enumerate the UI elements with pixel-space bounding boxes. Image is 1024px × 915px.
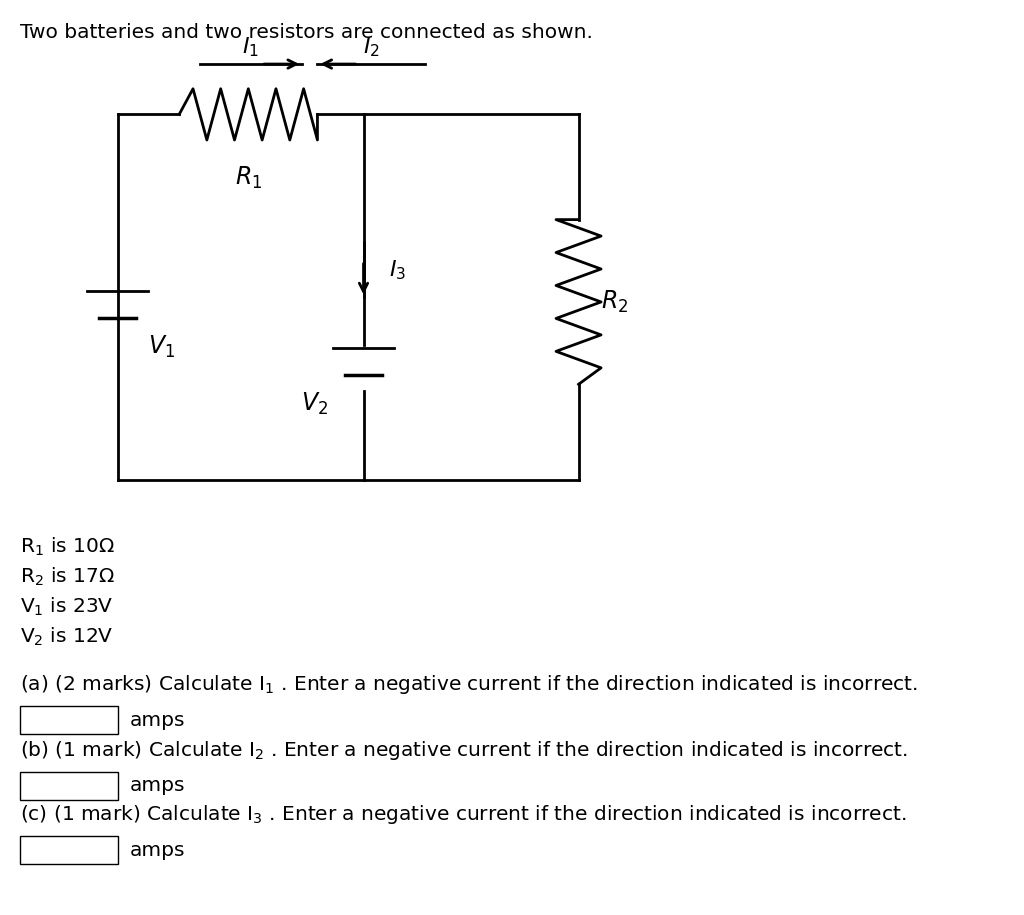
Text: $R_2$: $R_2$ <box>601 289 629 315</box>
Text: amps: amps <box>130 777 185 795</box>
Text: amps: amps <box>130 841 185 859</box>
Text: (b) (1 mark) Calculate I$_2$ . Enter a negative current if the direction indicat: (b) (1 mark) Calculate I$_2$ . Enter a n… <box>20 739 908 762</box>
FancyBboxPatch shape <box>20 836 118 864</box>
Text: (c) (1 mark) Calculate I$_3$ . Enter a negative current if the direction indicat: (c) (1 mark) Calculate I$_3$ . Enter a n… <box>20 803 907 826</box>
Text: Two batteries and two resistors are connected as shown.: Two batteries and two resistors are conn… <box>20 23 593 42</box>
Text: $R_1$: $R_1$ <box>234 165 262 191</box>
Text: $I_3$: $I_3$ <box>389 258 407 282</box>
Text: V$_1$ is 23V: V$_1$ is 23V <box>20 596 114 618</box>
Text: amps: amps <box>130 711 185 729</box>
Text: $V_2$: $V_2$ <box>301 391 328 417</box>
Text: (a) (2 marks) Calculate I$_1$ . Enter a negative current if the direction indica: (a) (2 marks) Calculate I$_1$ . Enter a … <box>20 673 919 695</box>
Text: $V_1$: $V_1$ <box>148 334 175 361</box>
FancyBboxPatch shape <box>20 706 118 734</box>
Text: R$_1$ is 10Ω: R$_1$ is 10Ω <box>20 535 116 557</box>
Text: $I_2$: $I_2$ <box>362 36 380 59</box>
Text: V$_2$ is 12V: V$_2$ is 12V <box>20 626 114 648</box>
Text: $I_1$: $I_1$ <box>243 36 259 59</box>
FancyBboxPatch shape <box>20 772 118 800</box>
Text: R$_2$ is 17Ω: R$_2$ is 17Ω <box>20 565 116 587</box>
